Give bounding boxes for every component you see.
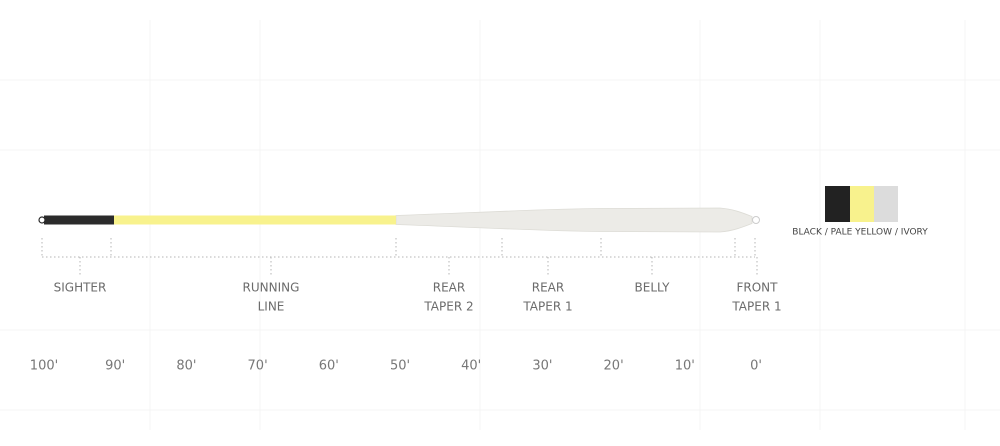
scale-label: 30' [532,359,552,374]
scale-label: 20' [604,359,624,374]
ivory-head [395,207,753,233]
segment-label: LINE [258,300,285,314]
black-sighter [44,215,114,225]
swatch-black [825,186,850,222]
loop [38,216,46,224]
segment-label: RUNNING [243,281,300,295]
segment-label: SIGHTER [54,281,107,295]
swatches [825,186,898,222]
background-grid [0,20,1000,430]
scale-label: 10' [675,359,695,374]
yellow-running-line [113,215,396,225]
scale-label: 90' [105,359,125,374]
segment-label: TAPER 1 [522,300,572,314]
segment-label: BELLY [635,281,671,295]
scale-label: 0' [750,359,762,374]
brackets [41,238,756,258]
loop [752,216,760,224]
scale-label: 60' [319,359,339,374]
scale-label: 50' [390,359,410,374]
scale-label: 100' [30,359,58,374]
fly-line [38,207,760,233]
swatch-yellow [850,186,874,222]
segment-label: REAR [532,281,564,295]
color-label: BLACK / PALE YELLOW / IVORY [792,228,928,238]
segment-label: REAR [433,281,465,295]
scale-label: 40' [461,359,481,374]
segment-label: TAPER 1 [731,300,781,314]
segment-label: FRONT [737,281,779,295]
scale-label: 80' [176,359,196,374]
scale-label: 70' [248,359,268,374]
segment-label: TAPER 2 [423,300,473,314]
swatch-ivory [874,186,898,222]
